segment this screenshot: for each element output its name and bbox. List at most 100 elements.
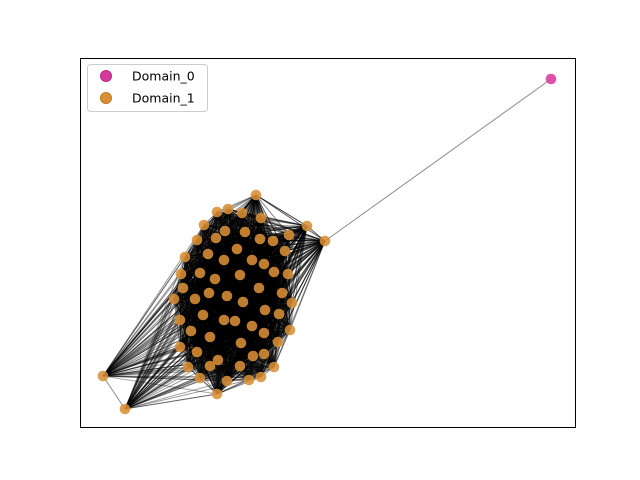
graph-edge	[203, 224, 253, 261]
graph-edge	[209, 259, 253, 367]
graph-edge	[182, 287, 219, 361]
graph-edge	[223, 259, 236, 322]
graph-edge	[284, 225, 308, 252]
graph-edge	[196, 224, 205, 353]
graph-edge	[226, 194, 257, 297]
legend-marker-domain-1	[100, 92, 112, 104]
graph-edge	[234, 240, 274, 322]
graph-edge	[196, 239, 286, 252]
graph-edge	[263, 225, 308, 334]
graph-edge	[209, 263, 265, 367]
graph-edge	[216, 211, 262, 378]
graph-edge	[102, 237, 217, 377]
graph-edge	[203, 224, 225, 321]
graph-edge	[216, 320, 236, 395]
graph-edge	[263, 225, 308, 265]
graph-edge	[227, 208, 253, 327]
graph-edge	[199, 231, 246, 379]
graph-edge	[202, 248, 238, 316]
graph-edge	[202, 302, 293, 316]
graph-edge	[202, 314, 242, 344]
graph-edge	[242, 240, 274, 303]
graph-edge	[244, 231, 275, 273]
graph-edge	[124, 259, 225, 410]
graph-edge	[196, 239, 250, 381]
graph-edge	[179, 342, 242, 348]
graph-edge	[284, 250, 291, 331]
graph-edge	[226, 295, 262, 378]
graph-edge	[224, 230, 260, 289]
graph-edge	[227, 208, 265, 334]
graph-edge	[179, 319, 279, 343]
graph-edge	[194, 224, 205, 300]
graph-edge	[324, 78, 552, 242]
graph-edge	[173, 298, 266, 311]
node-domain-1	[212, 354, 224, 366]
graph-edge	[102, 224, 205, 377]
graph-edge	[182, 287, 293, 304]
graph-edge	[124, 380, 228, 410]
graph-edge	[242, 301, 250, 381]
graph-edge	[278, 225, 308, 315]
graph-edge	[124, 377, 201, 410]
graph-edge	[190, 330, 254, 357]
graph-edge	[179, 240, 326, 348]
graph-edge	[264, 250, 286, 311]
graph-edge	[217, 234, 290, 361]
graph-edge	[180, 273, 218, 395]
graph-edge	[223, 259, 279, 343]
graph-edge	[217, 325, 253, 361]
graph-edge	[287, 240, 326, 275]
graph-edge	[264, 309, 291, 331]
graph-edge	[179, 253, 209, 321]
graph-edge	[194, 298, 291, 331]
graph-edge	[173, 298, 244, 303]
graph-edge	[179, 301, 244, 321]
graph-edge	[214, 240, 274, 280]
graph-edge	[227, 208, 254, 357]
graph-edge	[202, 225, 308, 316]
graph-edge	[248, 341, 279, 381]
graph-edge	[277, 302, 293, 343]
graph-edge	[278, 240, 326, 315]
graph-edge	[227, 208, 253, 261]
graph-edge	[216, 211, 283, 294]
graph-edge	[124, 253, 209, 410]
graph-edge	[196, 231, 246, 241]
graph-edge	[184, 256, 260, 289]
graph-edge	[240, 342, 250, 381]
graph-edge	[223, 259, 266, 311]
node-domain-1	[197, 309, 209, 321]
node-domain-1	[211, 206, 223, 218]
node-domain-1	[191, 346, 203, 358]
graph-edge	[202, 274, 241, 316]
graph-edge	[216, 353, 265, 395]
graph-edge	[102, 302, 293, 377]
graph-edge	[223, 271, 275, 321]
graph-edge	[224, 217, 262, 232]
node-domain-1	[319, 235, 331, 247]
graph-edge	[215, 234, 290, 239]
graph-edge	[207, 253, 241, 367]
graph-edge	[214, 231, 246, 280]
node-domain-1	[194, 267, 206, 279]
graph-edge	[184, 237, 217, 258]
graph-edge	[182, 278, 216, 289]
graph-edge	[199, 240, 326, 274]
graph-edge	[196, 239, 201, 274]
graph-edge	[216, 273, 289, 395]
graph-edge	[187, 329, 291, 368]
graph-edge	[226, 353, 265, 382]
graph-edge	[199, 250, 286, 274]
graph-edge	[263, 240, 274, 334]
graph-edge	[187, 366, 250, 381]
graph-edge	[180, 273, 293, 304]
graph-edge	[223, 319, 262, 378]
graph-edge	[239, 313, 280, 367]
graph-edge	[260, 217, 290, 236]
graph-edge	[223, 225, 308, 321]
graph-edge	[182, 271, 275, 289]
node-domain-1	[211, 388, 223, 400]
graph-edge	[102, 259, 225, 377]
graph-edge	[179, 332, 265, 348]
